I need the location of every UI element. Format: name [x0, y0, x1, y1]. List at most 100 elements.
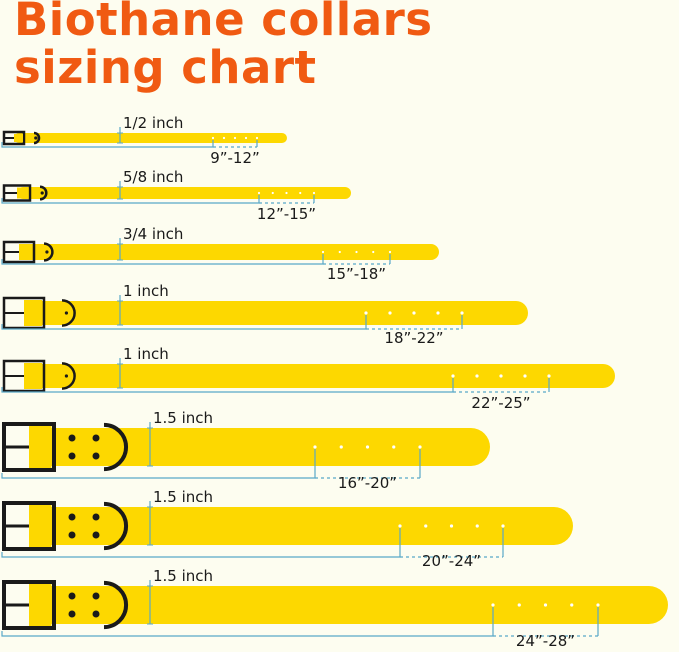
size-range-label: 15”-18” — [327, 265, 386, 283]
collar-2: 5/8 inch 12”-15” — [1, 168, 351, 223]
d-ring-icon — [43, 242, 54, 262]
d-ring-icon — [61, 362, 76, 390]
hole-icon — [499, 374, 503, 378]
hole-icon — [338, 250, 341, 254]
width-label: 1/2 inch — [123, 114, 183, 132]
rivet-icon — [68, 513, 76, 521]
size-range-label: 18”-22” — [384, 329, 443, 347]
length-bracket — [1, 254, 324, 265]
title-line-1: Biothane collars — [14, 0, 433, 46]
hole-icon — [412, 311, 416, 315]
d-ring-icon — [33, 131, 41, 145]
rivet-icon — [92, 513, 100, 521]
hole-icon — [339, 445, 343, 449]
strap — [17, 187, 351, 199]
collar-8: 1.5 inch 24”-28” — [1, 567, 668, 650]
length-bracket — [1, 195, 260, 204]
length-bracket — [1, 528, 401, 558]
hole-icon — [388, 250, 392, 254]
strap — [29, 507, 573, 545]
size-range-label: 9”-12” — [210, 149, 260, 167]
hole-icon — [364, 311, 368, 315]
buckle-keeper — [24, 300, 42, 326]
width-label: 5/8 inch — [123, 168, 183, 186]
rivet-icon — [92, 592, 100, 600]
hole-icon — [312, 191, 316, 195]
d-ring-icon — [103, 422, 129, 472]
hole-icon — [398, 524, 402, 528]
hole-icon — [570, 603, 574, 607]
rivet-icon — [68, 592, 76, 600]
size-range-label: 20”-24” — [422, 552, 481, 570]
buckle-keeper — [19, 244, 33, 260]
hole-icon — [388, 311, 392, 315]
width-label: 1.5 inch — [153, 409, 213, 427]
hole-icon — [460, 311, 464, 315]
buckle-keeper — [14, 134, 23, 142]
rivet-icon — [68, 434, 76, 442]
strap — [24, 301, 528, 325]
width-label: 1.5 inch — [153, 488, 213, 506]
hole-icon — [299, 191, 302, 195]
rivet-icon — [92, 452, 100, 460]
hole-icon — [313, 445, 317, 449]
length-bracket — [1, 315, 367, 330]
hole-icon — [285, 191, 288, 195]
hole-icon — [355, 250, 358, 254]
hole-icon — [543, 603, 548, 607]
length-bracket — [1, 449, 316, 479]
d-ring-icon — [103, 580, 129, 630]
collar-4: 1 inch 18”-22” — [1, 282, 528, 347]
buckle-keeper — [29, 426, 52, 468]
buckle-keeper — [24, 363, 42, 389]
width-label: 3/4 inch — [123, 225, 183, 243]
chart-title: Biothane collars sizing chart — [14, 0, 433, 92]
hole-icon — [517, 603, 521, 607]
buckle-keeper — [29, 584, 52, 626]
collar-5: 1 inch 22”-25” — [1, 345, 615, 412]
hole-icon — [372, 250, 375, 254]
d-ring-icon — [103, 501, 129, 551]
hole-icon — [596, 603, 600, 607]
buckle-keeper — [17, 187, 29, 199]
collar-6: 1.5 inch 16”-20” — [1, 409, 490, 492]
strap — [29, 428, 490, 466]
hole-icon — [255, 136, 259, 140]
size-range-label: 22”-25” — [471, 394, 530, 412]
hole-icon — [271, 191, 274, 195]
size-range-label: 24”-28” — [516, 632, 575, 650]
rivet-icon — [92, 531, 100, 539]
width-label: 1 inch — [123, 345, 169, 363]
d-ring-icon — [39, 185, 48, 201]
size-range-label: 16”-20” — [338, 474, 397, 492]
hole-icon — [233, 136, 237, 140]
hole-icon — [501, 524, 505, 528]
hole-icon — [491, 603, 495, 607]
title-line-2: sizing chart — [14, 41, 317, 94]
hole-icon — [211, 136, 215, 140]
hole-icon — [424, 524, 428, 528]
hole-icon — [244, 136, 248, 140]
rivet-icon — [64, 311, 69, 315]
rivet-icon — [68, 610, 76, 618]
strap — [19, 244, 439, 260]
hole-icon — [436, 311, 440, 315]
length-bracket — [1, 140, 214, 148]
collar-1: 1/2 inch 9”-12” — [1, 114, 287, 167]
rivet-icon — [45, 250, 49, 254]
hole-icon — [222, 136, 226, 140]
hole-icon — [365, 445, 370, 449]
hole-icon — [321, 250, 325, 254]
collar-7: 1.5 inch 20”-24” — [1, 488, 573, 570]
size-range-label: 12”-15” — [257, 205, 316, 223]
width-label: 1 inch — [123, 282, 169, 300]
rivet-icon — [68, 531, 76, 539]
d-ring-icon — [61, 299, 76, 327]
rivet-icon — [68, 452, 76, 460]
hole-icon — [523, 374, 527, 378]
width-label: 1.5 inch — [153, 567, 213, 585]
hole-icon — [475, 524, 479, 528]
rivet-icon — [64, 374, 69, 378]
